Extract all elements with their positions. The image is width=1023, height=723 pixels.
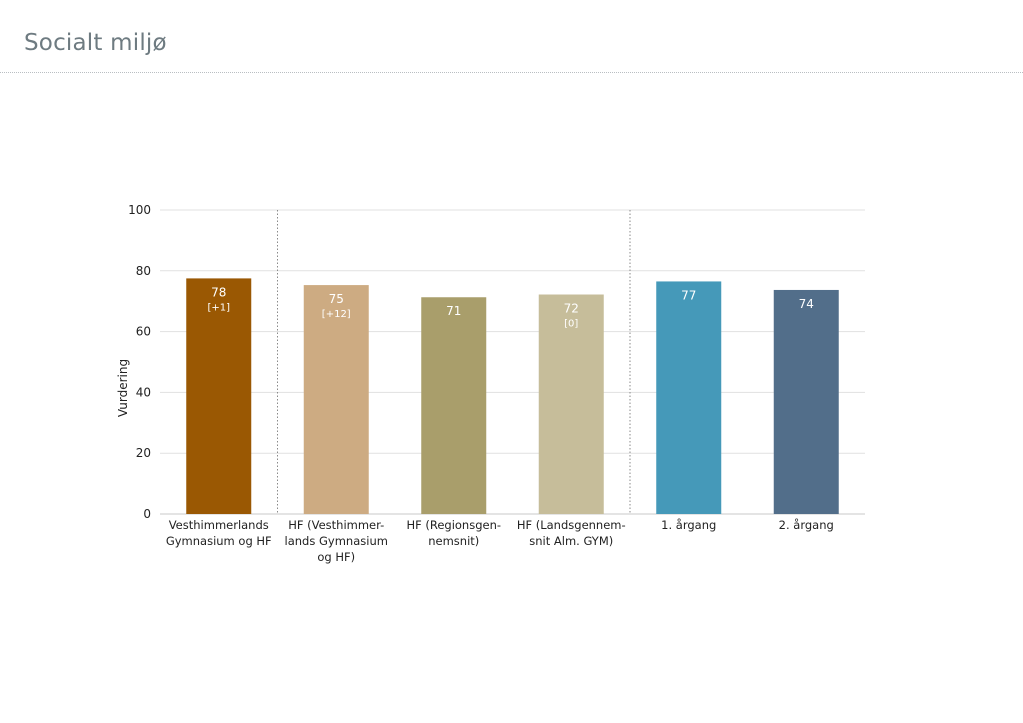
x-category-label-line: HF (Landsgennem- (517, 518, 626, 532)
y-axis-ticks: 0 20 40 60 80 100 (128, 203, 151, 521)
group-separators (277, 210, 631, 514)
bar-value-label: 74 (799, 297, 814, 311)
bar-value-label: 78 (211, 285, 226, 299)
x-axis-labels: Vesthimmerlands Gymnasium og HF HF (Vesthi… (166, 518, 834, 564)
x-category-label-line: og HF) (317, 550, 355, 564)
bar-value-label: 71 (446, 304, 461, 318)
x-category-label: 1. årgang (661, 518, 716, 532)
bar-change-label: [0] (564, 319, 578, 330)
y-tick-label: 40 (136, 385, 151, 399)
bar-change-label: [+1] (207, 302, 230, 313)
x-category-label-line: 2. årgang (779, 518, 834, 532)
title-divider (0, 72, 1023, 73)
bar-value-label: 77 (681, 288, 696, 302)
x-category-label-line: nemsnit) (428, 534, 479, 548)
bars: 78 [+1] 75 [+12] 71 72 [0] 77 74 (186, 278, 839, 514)
bar-value-label: 72 (564, 302, 579, 316)
x-category-label-line: snit Alm. GYM) (529, 534, 613, 548)
x-category-label: HF (Vesthimmer-lands Gymnasium og HF) (285, 518, 388, 564)
y-tick-label: 80 (136, 264, 151, 278)
x-category-label-line: Vesthimmerlands (169, 518, 269, 532)
bar-change-label: [+12] (322, 309, 351, 320)
gridlines (160, 209, 865, 515)
x-category-label-line: Gymnasium og HF (166, 534, 272, 548)
bar (186, 278, 252, 514)
bar (656, 281, 722, 514)
y-tick-label: 20 (136, 446, 151, 460)
y-axis-title: Vurdering (116, 359, 130, 417)
y-tick-label: 60 (136, 325, 151, 339)
bar (421, 297, 487, 514)
bar-value-label: 75 (329, 292, 344, 306)
x-category-label: Vesthimmerlands Gymnasium og HF (166, 518, 272, 548)
y-tick-label: 0 (143, 507, 151, 521)
bar (773, 289, 839, 514)
page-title: Socialt miljø (24, 30, 167, 56)
x-category-label-line: HF (Regionsgen- (406, 518, 501, 532)
bar (303, 285, 369, 514)
x-category-label-line: lands Gymnasium (285, 534, 388, 548)
x-category-label: HF (Landsgennem-snit Alm. GYM) (517, 518, 626, 548)
x-category-label: 2. årgang (779, 518, 834, 532)
x-category-label: HF (Regionsgen-nemsnit) (406, 518, 501, 548)
bar (538, 294, 604, 514)
x-category-label-line: HF (Vesthimmer- (288, 518, 384, 532)
x-category-label-line: 1. årgang (661, 518, 716, 532)
y-tick-label: 100 (128, 203, 151, 217)
